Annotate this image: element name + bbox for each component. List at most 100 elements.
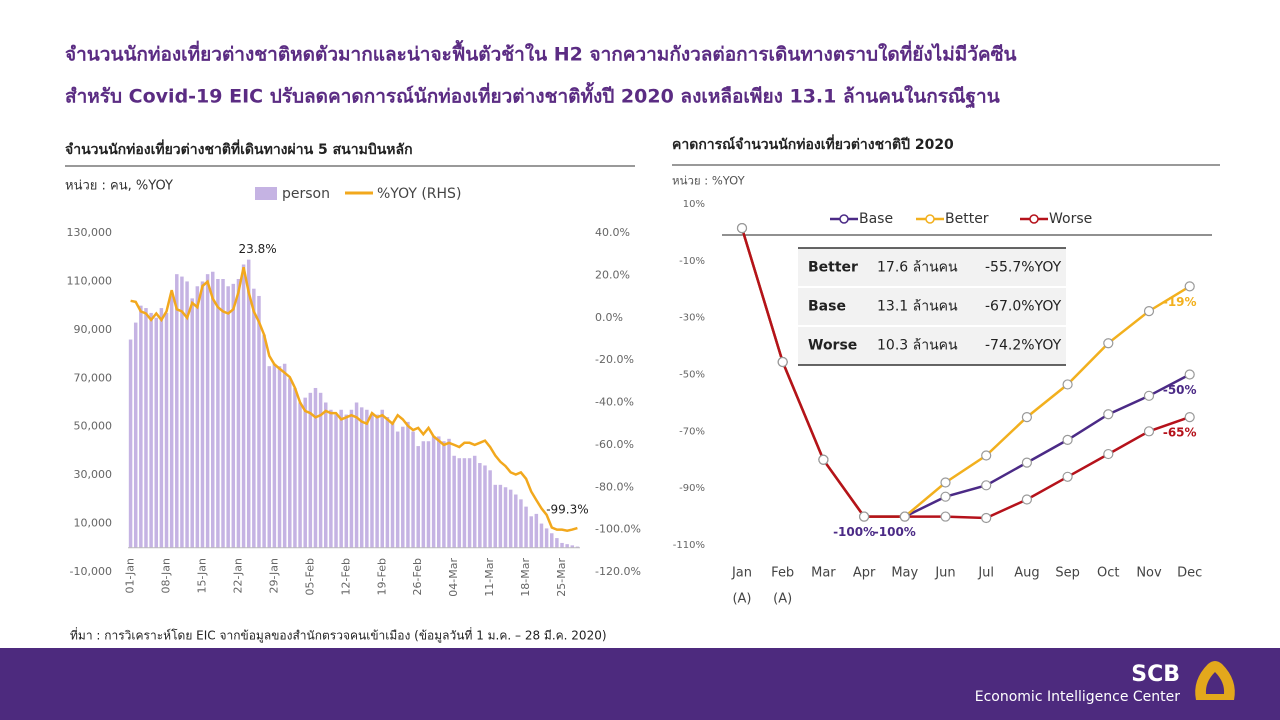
y-tick-label: -90% xyxy=(679,483,705,494)
marker xyxy=(1184,412,1195,423)
bar xyxy=(550,533,554,548)
x-tick-label: Feb xyxy=(771,566,794,581)
bar xyxy=(339,409,343,548)
footer-band xyxy=(0,648,1280,720)
bar xyxy=(303,397,307,548)
bar xyxy=(252,288,256,548)
x-tick-label: Apr xyxy=(853,566,876,581)
x-tick-label: 05-Feb xyxy=(303,558,316,595)
bar xyxy=(313,387,318,548)
table-cell: -74.2%YOY xyxy=(985,338,1062,354)
bar xyxy=(169,295,174,548)
bar xyxy=(164,312,169,548)
y-tick-label: 50,000 xyxy=(74,420,113,433)
bar xyxy=(257,295,261,548)
marker xyxy=(777,356,788,368)
x-tick-label: Jul xyxy=(977,566,994,581)
legend-marker xyxy=(925,214,935,224)
bar xyxy=(447,438,451,548)
marker xyxy=(981,480,992,491)
x-tick-label: 12-Feb xyxy=(339,558,352,595)
bar xyxy=(205,274,210,548)
bar xyxy=(426,441,431,548)
bar xyxy=(514,494,518,548)
source-note: ที่มา : การวิเคราะห์โดย EIC จากข้อมูลของ… xyxy=(70,627,607,644)
y-tick-label: 70,000 xyxy=(74,371,113,384)
x-tick-label: Jan xyxy=(731,566,752,581)
bar xyxy=(216,279,220,548)
bar xyxy=(437,436,441,548)
y-tick-label: 110,000 xyxy=(67,274,113,287)
x-tick-label: 11-Mar xyxy=(483,558,496,597)
y-tick-label: 130,000 xyxy=(67,226,113,239)
bar xyxy=(185,281,189,548)
bar xyxy=(344,414,349,548)
y-tick-label: 10% xyxy=(683,199,705,210)
bar xyxy=(190,298,194,548)
bar xyxy=(221,279,225,548)
bar xyxy=(329,409,333,548)
bar xyxy=(483,465,487,548)
y2-tick-label: -80.0% xyxy=(595,480,634,493)
bar xyxy=(508,489,513,548)
x-tick-label: 01-Jan xyxy=(124,558,137,594)
legend-swatch xyxy=(255,187,277,200)
bar xyxy=(431,436,436,548)
x-tick-label: Nov xyxy=(1136,566,1162,581)
bar xyxy=(154,317,158,548)
table-cell: Better xyxy=(808,260,858,276)
bar xyxy=(575,546,580,548)
table-cell: Worse xyxy=(808,338,857,354)
bar xyxy=(380,409,384,548)
bar xyxy=(128,339,133,548)
marker xyxy=(1021,457,1033,468)
marker xyxy=(1062,471,1073,482)
bar xyxy=(529,516,533,548)
marker xyxy=(1103,338,1114,349)
marker xyxy=(736,223,748,234)
bar xyxy=(519,499,523,548)
x-tick-label: 22-Jan xyxy=(231,558,244,594)
bar xyxy=(524,506,528,548)
line xyxy=(130,267,578,532)
table-cell: 17.6 ล้านคน xyxy=(877,260,958,276)
bar xyxy=(308,392,313,548)
y-tick-label: -50% xyxy=(679,370,705,381)
legend-label: %YOY (RHS) xyxy=(377,186,461,202)
y-tick-label: -110% xyxy=(673,540,705,551)
y-tick-label: 90,000 xyxy=(74,323,113,336)
data-label: -50% xyxy=(1163,383,1197,397)
x-tick-label: 18-Mar xyxy=(519,558,532,597)
bar xyxy=(180,276,184,548)
bar xyxy=(226,286,230,548)
bar xyxy=(139,305,143,548)
bar xyxy=(211,271,215,548)
bar xyxy=(334,414,338,548)
marker xyxy=(940,511,951,522)
y2-tick-label: -100.0% xyxy=(595,523,641,536)
y-tick-label: -70% xyxy=(679,426,705,437)
y-tick-label: -30% xyxy=(679,313,705,324)
bar xyxy=(195,286,200,548)
bar xyxy=(401,426,405,548)
bar xyxy=(478,463,482,548)
x-tick-label: May xyxy=(891,566,918,581)
x-tick-note: (A) xyxy=(732,592,751,607)
brand-unit: Economic Intelligence Center xyxy=(975,689,1180,705)
bar xyxy=(324,402,328,548)
chart-title: จำนวนนักท่องเที่ยวต่างชาติที่เดินทางผ่าน… xyxy=(65,139,413,158)
marker xyxy=(1021,412,1033,423)
chart-title: คาดการณ์จำนวนนักท่องเที่ยวต่างชาติปี 202… xyxy=(672,134,954,153)
x-tick-label: 29-Jan xyxy=(267,558,280,594)
bar xyxy=(385,417,390,548)
table-cell: -55.7%YOY xyxy=(985,260,1062,276)
marker xyxy=(1143,426,1155,437)
legend-label: person xyxy=(282,186,330,202)
y2-tick-label: 0.0% xyxy=(595,311,623,324)
legend-marker xyxy=(1029,214,1039,224)
bar xyxy=(159,308,164,548)
x-tick-label: Mar xyxy=(811,566,836,581)
data-label: -99.3% xyxy=(546,503,588,517)
y2-tick-label: 40.0% xyxy=(595,226,630,239)
